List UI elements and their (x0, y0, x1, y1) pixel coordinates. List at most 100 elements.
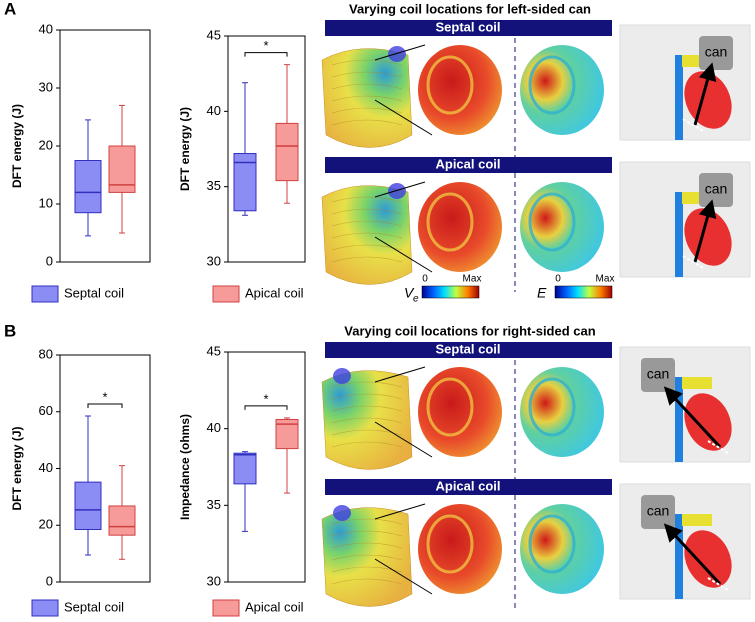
colorbar-symbol: V (404, 285, 415, 301)
rib (331, 59, 403, 66)
rib (331, 220, 403, 227)
coil-location (388, 183, 406, 199)
shock-vector (663, 523, 722, 586)
vessel (675, 377, 683, 462)
heart-field (520, 182, 604, 272)
heart-chamber (528, 377, 576, 437)
vessel (675, 514, 683, 599)
shock-vector (693, 62, 717, 126)
legend-swatch (31, 599, 59, 617)
rib (331, 244, 403, 251)
pointer (374, 99, 433, 136)
heart-potential (418, 504, 502, 594)
panel-label: B (4, 321, 16, 340)
vessel (675, 192, 683, 277)
y-tick-label: 60 (39, 403, 53, 418)
heart-shape (684, 71, 732, 129)
y-tick-label: 40 (207, 103, 221, 118)
heart-chamber (426, 377, 474, 437)
y-tick-label: 20 (39, 137, 53, 152)
legend-swatch (31, 285, 59, 303)
significance-label: * (263, 38, 268, 53)
heart-chamber (528, 514, 576, 574)
can-device (641, 495, 675, 529)
legend-label: Apical coil (245, 285, 304, 300)
plot-frame (227, 351, 306, 583)
can-label: can (705, 181, 728, 197)
heart-chamber (426, 192, 474, 252)
y-tick-label: 30 (207, 253, 221, 268)
banner (325, 342, 612, 358)
rib (331, 71, 403, 78)
can-device (699, 36, 733, 70)
legend-swatch (212, 599, 240, 617)
shock-vector (693, 199, 717, 263)
legend-label: Septal coil (64, 599, 124, 614)
coil-lead (707, 577, 729, 591)
legend-label: Apical coil (245, 599, 304, 614)
colorbar-max: Max (463, 274, 482, 285)
coil-lead (682, 255, 704, 269)
colorbar-min: 0 (555, 274, 561, 285)
heart-field (520, 504, 604, 594)
significance-bracket (244, 405, 288, 410)
coil-location (333, 368, 351, 384)
box (74, 160, 102, 214)
rib (331, 256, 403, 263)
panel-title: Varying coil locations for left-sided ca… (349, 1, 591, 16)
significance-bracket (244, 52, 288, 57)
aorta (682, 514, 712, 526)
legend-swatch (212, 285, 240, 303)
heart-shape (684, 530, 732, 588)
plot-frame (227, 35, 306, 263)
can-device (699, 173, 733, 207)
heart-potential (418, 367, 502, 457)
rib (331, 107, 403, 114)
can-label: can (647, 366, 670, 382)
colorbar (554, 285, 613, 299)
heart-chamber (528, 55, 576, 115)
box (108, 505, 136, 536)
can-label: can (705, 44, 728, 60)
box (233, 452, 257, 485)
y-tick-label: 45 (207, 27, 221, 42)
rib (331, 405, 403, 412)
banner-label: Apical coil (435, 156, 500, 171)
rib (331, 542, 403, 549)
torso-image (321, 185, 413, 285)
pointer (374, 503, 426, 520)
y-axis-label: DFT energy (J) (10, 426, 24, 510)
torso-image (321, 370, 413, 470)
rib (331, 208, 403, 215)
colorbar-subscript: e (413, 294, 419, 305)
can-device (641, 358, 675, 392)
anatomy-image (619, 483, 751, 600)
y-tick-label: 40 (39, 21, 53, 36)
vessel (675, 55, 683, 140)
pointer (374, 181, 426, 198)
coil-lead (682, 118, 704, 132)
aorta (682, 377, 712, 389)
box (275, 418, 299, 450)
legend-label: Septal coil (64, 285, 124, 300)
rib (331, 518, 403, 525)
box (233, 153, 257, 212)
y-tick-label: 80 (39, 346, 53, 361)
y-tick-label: 45 (207, 343, 221, 358)
rib (331, 417, 403, 424)
banner-label: Apical coil (435, 478, 500, 493)
y-axis-label: DFT energy (J) (10, 104, 24, 188)
plot-frame (59, 29, 151, 263)
banner (325, 20, 612, 36)
banner-label: Septal coil (435, 19, 500, 34)
panel-label: A (4, 0, 16, 18)
coil-location (333, 505, 351, 521)
rib (331, 381, 403, 388)
pointer (374, 421, 433, 458)
rib (331, 83, 403, 90)
heart-shape (684, 393, 732, 451)
torso-image (321, 48, 413, 148)
y-tick-label: 40 (207, 420, 221, 435)
rib (331, 554, 403, 561)
